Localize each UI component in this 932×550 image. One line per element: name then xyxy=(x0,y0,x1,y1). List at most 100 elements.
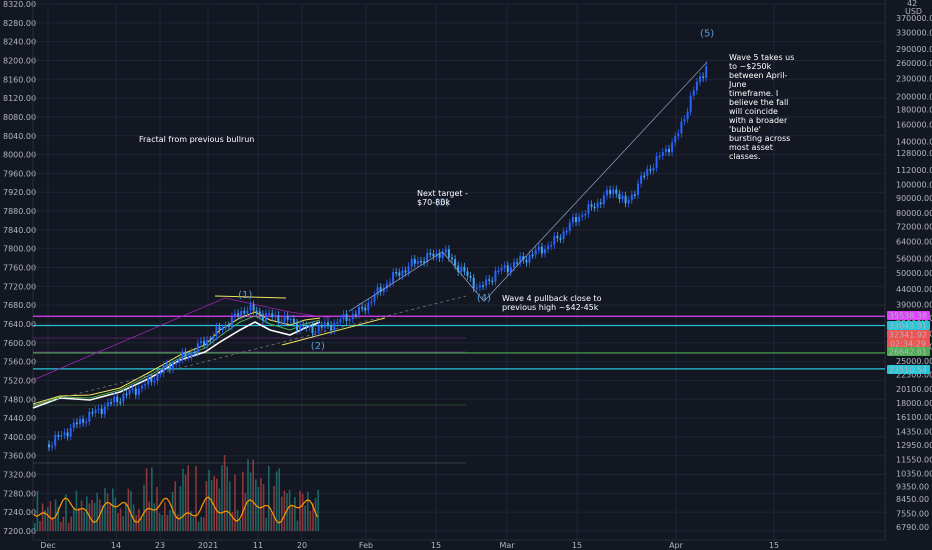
annotation-wave4: Wave 4 pullback close to xyxy=(502,294,602,303)
left-tick-label: 8160.00 xyxy=(3,75,36,84)
volume-bar xyxy=(234,474,236,531)
candle-body xyxy=(153,380,156,383)
left-tick-label: 7520.00 xyxy=(3,376,36,385)
candle-body xyxy=(147,377,150,385)
candle-body xyxy=(79,419,81,425)
left-tick-label: 7360.00 xyxy=(3,452,36,461)
price-badge xyxy=(887,339,930,348)
candle-body xyxy=(581,215,584,217)
right-tick-label: 72000.00 xyxy=(896,222,932,231)
volume-bar xyxy=(62,516,65,531)
candle-body xyxy=(550,244,553,247)
candle-body xyxy=(478,285,481,288)
candle-body xyxy=(302,324,305,327)
candle-body xyxy=(255,310,258,313)
volume-bar xyxy=(166,514,169,531)
volume-bar xyxy=(296,520,299,531)
candle-body xyxy=(323,322,326,328)
wave-label: (3) xyxy=(435,197,449,208)
annotation-wave5: 'bubble' xyxy=(729,125,761,134)
candle-body xyxy=(122,393,125,402)
left-price-axis[interactable]: 8320.00 8280.00 8240.00 8200.00 8160.00 8120.… xyxy=(3,0,36,540)
candle-body xyxy=(643,175,646,178)
candle-body xyxy=(689,95,692,112)
left-tick-label: 7960.00 xyxy=(3,169,36,178)
volume-bar xyxy=(171,491,174,531)
x-tick-label: 15 xyxy=(431,541,441,550)
candle-body xyxy=(51,445,54,448)
volume-bar xyxy=(200,516,202,531)
candle-body xyxy=(649,169,652,171)
candle-body xyxy=(261,314,264,321)
wave-trend-line xyxy=(348,251,443,312)
candle-body xyxy=(482,285,484,287)
volume-bar xyxy=(47,507,49,531)
volume-bar xyxy=(67,522,70,531)
volume-bar xyxy=(262,484,265,531)
candle-body xyxy=(578,216,581,222)
volume-pane xyxy=(33,455,319,531)
volume-bar xyxy=(205,481,208,531)
candle-body xyxy=(593,206,596,209)
volume-bar xyxy=(221,465,223,531)
right-tick-label: 10350.00 xyxy=(896,469,932,478)
right-tick-label: 180000.00 xyxy=(896,106,932,115)
candle-body xyxy=(113,396,116,403)
annotation-wave5: bursting across xyxy=(729,134,790,143)
volume-bar xyxy=(213,475,215,531)
annotation-wave5: will coincide xyxy=(729,107,778,116)
volume-bar xyxy=(299,490,301,531)
candle-body xyxy=(305,325,308,328)
annotation-wave5: with a broader xyxy=(729,116,788,125)
left-tick-label: 8120.00 xyxy=(3,94,36,103)
candle-body xyxy=(336,322,339,324)
volume-bar xyxy=(161,514,163,531)
candle-body xyxy=(407,266,410,273)
candle-body xyxy=(162,364,165,374)
candle-body xyxy=(280,321,283,324)
volume-bar xyxy=(314,497,317,531)
candle-body xyxy=(91,412,94,414)
candle-body xyxy=(221,328,224,331)
volume-bar xyxy=(288,489,291,531)
candle-body xyxy=(367,302,370,311)
candle-body xyxy=(97,408,100,411)
volume-bar xyxy=(52,517,54,531)
volume-bar xyxy=(138,508,140,531)
volume-bar xyxy=(57,506,59,531)
right-tick-label: 20100.00 xyxy=(896,385,932,394)
volume-bar xyxy=(125,502,127,531)
candle-body xyxy=(627,200,630,204)
candle-body xyxy=(618,193,621,200)
candle-body xyxy=(218,326,221,331)
left-tick-label: 7600.00 xyxy=(3,339,36,348)
candle-body xyxy=(240,310,243,316)
candle-body xyxy=(547,245,550,250)
candle-body xyxy=(373,295,376,302)
candle-body xyxy=(342,314,345,320)
time-axis[interactable]: Dec 14 23 2021 11 20 Feb 15 Mar 15 Apr 15 xyxy=(33,539,885,550)
price-badge-label: 23510.54 xyxy=(889,366,927,375)
candle-body xyxy=(683,119,686,122)
right-tick-label: 330000.00 xyxy=(896,29,932,38)
volume-bar xyxy=(229,481,231,531)
candle-body xyxy=(230,316,233,327)
candle-body xyxy=(699,76,701,82)
volume-bar xyxy=(148,501,150,531)
volume-bar xyxy=(140,518,143,531)
volume-bar xyxy=(216,478,218,531)
volume-bar xyxy=(281,496,283,531)
candle-body xyxy=(534,249,537,255)
candle-body xyxy=(94,409,97,413)
candle-body xyxy=(686,111,689,120)
candle-body xyxy=(339,319,342,323)
candle-body xyxy=(559,238,562,240)
candle-body xyxy=(103,406,106,415)
candle-body xyxy=(184,351,187,357)
candle-body xyxy=(165,363,168,365)
left-tick-label: 7800.00 xyxy=(3,245,36,254)
volume-bar xyxy=(187,465,189,531)
candle-body xyxy=(637,183,639,196)
